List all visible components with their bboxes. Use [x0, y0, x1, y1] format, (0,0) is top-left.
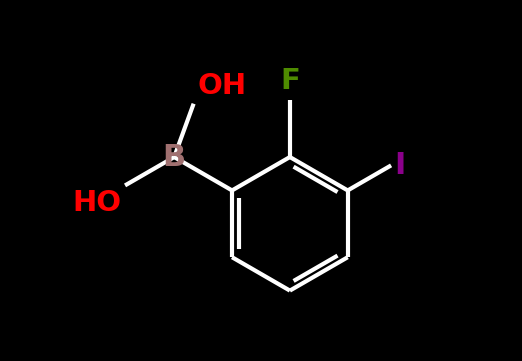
Text: HO: HO	[73, 189, 122, 217]
Text: B: B	[163, 143, 186, 171]
Text: F: F	[280, 67, 300, 95]
Text: OH: OH	[197, 72, 246, 100]
Text: I: I	[395, 151, 406, 180]
